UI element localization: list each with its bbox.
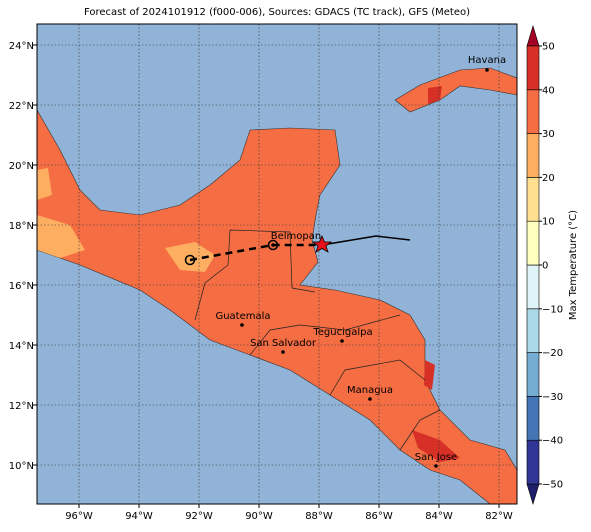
cuba [394, 67, 517, 113]
y-tick-label: 10°N [9, 461, 34, 472]
colorbar-segment [526, 45, 540, 91]
city-label: San Salvador [250, 338, 317, 349]
x-tick-label: 82°W [485, 511, 513, 522]
city-label: Havana [468, 55, 506, 66]
colorbar-segment [526, 396, 540, 441]
axes: 96°W 94°W 92°W 90°W 88°W 86°W 84°W 82°W 10°N 12°N… [9, 41, 513, 522]
colorbar-extend-low [526, 483, 540, 506]
colorbar-tick-label: −40 [542, 436, 563, 447]
city-label: San Jose [415, 452, 457, 463]
colorbar-segment [526, 89, 540, 134]
x-tick-label: 88°W [305, 511, 333, 522]
colorbar-tick-label: 40 [542, 85, 555, 96]
city-dot [281, 350, 285, 354]
colorbar-extend-high [526, 24, 540, 47]
x-tick-label: 84°W [425, 511, 453, 522]
colorbar-tick-label: 10 [542, 217, 555, 228]
city-label: Managua [347, 385, 393, 396]
city-label: Belmopan [271, 231, 321, 242]
colorbar-segment [526, 264, 540, 310]
colorbar: −50 −40 −30 −20 −10 0 10 20 30 40 50 [526, 42, 563, 491]
map-frame [36, 23, 518, 505]
colorbar-segment [526, 308, 540, 353]
colorbar-tick-label: −10 [542, 304, 563, 315]
colorbar-segment [526, 133, 540, 178]
y-tick-label: 22°N [9, 101, 34, 112]
city-dot [485, 68, 489, 72]
track-point [267, 239, 279, 251]
colorbar-segment [526, 439, 540, 485]
x-tick-label: 90°W [245, 511, 273, 522]
storm-position [311, 234, 333, 253]
city-dot [240, 323, 244, 327]
borders [194, 229, 441, 451]
colorbar-tick-label: 20 [542, 173, 555, 184]
colorbar-segment [526, 220, 540, 266]
city-label: Guatemala [215, 311, 270, 322]
colorbar-label: Max Temperature (°C) [568, 210, 579, 320]
city-dot [434, 464, 438, 468]
colorbar-tick-label: −20 [542, 348, 563, 359]
colorbar-segment [526, 352, 540, 397]
map-area: Havana Belmopan Guatemala San Salvador T… [37, 24, 517, 504]
y-tick-label: 12°N [9, 401, 34, 412]
warm-patch [37, 168, 215, 272]
colorbar-tick-label: 50 [542, 42, 555, 53]
y-tick-label: 24°N [9, 41, 34, 52]
city-dot [368, 397, 372, 401]
x-tick-label: 94°W [125, 511, 153, 522]
colorbar-tick-label: 30 [542, 129, 555, 140]
y-tick-label: 14°N [9, 341, 34, 352]
colorbar-tick-label: 0 [542, 261, 548, 272]
x-tick-label: 86°W [365, 511, 393, 522]
city-dot [271, 243, 275, 247]
track-observed [321, 235, 411, 246]
x-tick-label: 96°W [65, 511, 93, 522]
cities: Havana Belmopan Guatemala San Salvador T… [215, 55, 506, 468]
y-tick-label: 18°N [9, 221, 34, 232]
x-tick-label: 92°W [185, 511, 213, 522]
track-point [184, 254, 196, 266]
city-label: Tegucigalpa [312, 327, 372, 338]
colorbar-segment [526, 177, 540, 222]
land [37, 109, 517, 504]
city-dot [340, 339, 344, 343]
colorbar-tick-label: −50 [542, 480, 563, 491]
y-tick-label: 16°N [9, 281, 34, 292]
title: Forecast of 2024101912 (f000-006), Sourc… [84, 7, 470, 18]
graticule [37, 24, 517, 504]
y-tick-label: 20°N [9, 161, 34, 172]
colorbar-tick-label: −30 [542, 392, 563, 403]
